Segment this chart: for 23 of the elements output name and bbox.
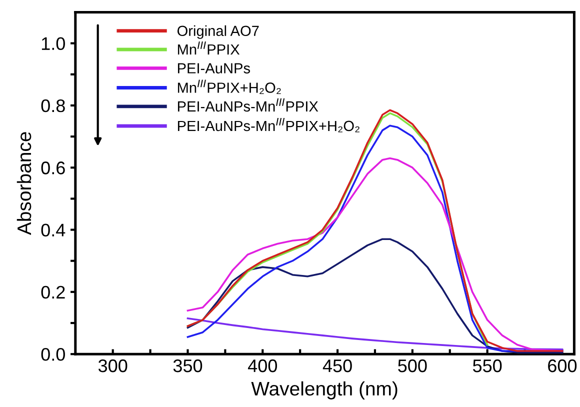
x-axis-title: Wavelength (nm) (251, 381, 398, 400)
x-tick-label: 600 (548, 359, 577, 372)
y-tick-label: 0.0 (41, 348, 65, 361)
line-series (186, 317, 564, 350)
legend-label: PEI-AuNPs-Mn$^{III}$PPIX (178, 98, 318, 112)
legend-label: Mn$^{III}$PPIX (178, 41, 240, 54)
x-tick-label: 500 (398, 359, 427, 372)
x-tick-label: 400 (248, 359, 277, 372)
y-tick-label: 0.4 (41, 224, 66, 236)
line-series (186, 238, 564, 354)
y-tick-label: 1.0 (42, 37, 65, 50)
y-tick-label: 0.8 (41, 99, 65, 112)
y-axis-title: Absorbance (16, 132, 32, 235)
x-tick-label: 550 (472, 359, 502, 372)
x-tick-label: 300 (98, 359, 128, 372)
legend-label: PEI-AuNPs (178, 63, 250, 74)
y-tick-label: 0.2 (41, 286, 65, 299)
legend-label: Original AO7 (177, 25, 259, 39)
legend-label: Mn$^{III}$PPIX+H₂O₂ (178, 80, 281, 94)
y-tick-label: 0.6 (41, 162, 65, 174)
x-tick-label: 450 (322, 359, 352, 372)
legend-label: PEI-AuNPs-Mn$^{III}$PPIX+H₂O₂ (178, 118, 360, 132)
x-tick-label: 350 (173, 359, 202, 372)
